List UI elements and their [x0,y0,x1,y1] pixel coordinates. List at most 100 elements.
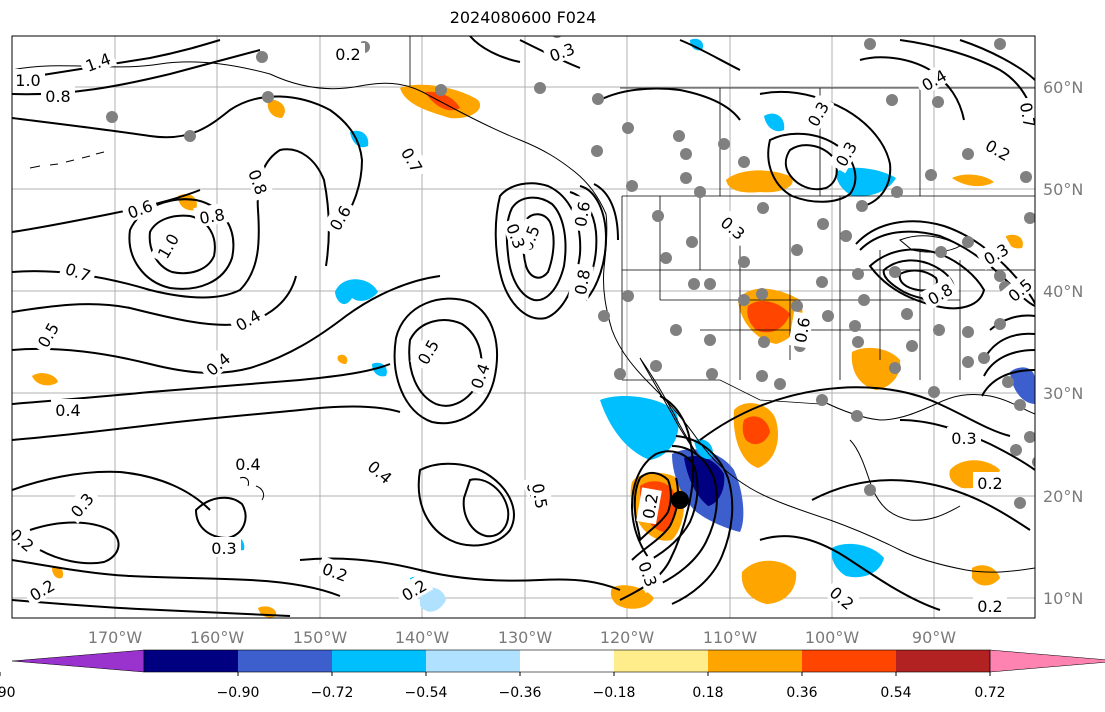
latitude-tick-label: 20°N [1043,487,1083,506]
contour-label: 0.4 [235,455,260,474]
contour-label-bg [149,225,185,266]
contour-label-bg [1016,96,1035,134]
colorbar-segment [708,650,803,672]
station-dot [932,96,944,108]
longitude-tick-label: 170°W [88,628,143,647]
map-title: 2024080600 F024 [449,8,597,27]
station-dot [591,145,603,157]
contour-label-bg [978,131,1019,167]
map-background [12,36,1035,618]
colorbar-tick-label: 0.36 [786,685,817,701]
station-dot [852,268,864,280]
colorbar-extend-high [989,649,1105,673]
contour-label-bg [321,197,357,238]
longitude-tick-label: 120°W [600,628,655,647]
station-dot [856,200,868,212]
station-dot [652,210,664,222]
station-dot [694,186,706,198]
contour-label: 0.2 [335,45,360,64]
colorbar-segment [614,650,709,672]
contour-label-bg [823,578,863,616]
contour-label: 0.8 [198,205,226,228]
positive-anomaly-patch [32,373,58,386]
contour-label-bg [331,43,365,63]
contour-label: 0.2 [977,597,1002,616]
colorbar-tick-label: −0.36 [499,685,542,701]
station-dot [626,180,638,192]
longitude-tick-label: 90°W [912,628,956,647]
contour-label-bg [714,208,754,246]
contour-label-bg [788,311,814,349]
longitude-tick-label: 130°W [498,628,553,647]
station-dot [1024,431,1035,443]
station-dot [891,186,903,198]
negative-anomaly-patch [764,113,785,132]
station-dot [598,310,610,322]
station-dot [994,38,1006,50]
longitude-tick-label: 160°W [190,628,245,647]
station-dot [994,318,1006,330]
positive-anomaly-patch [425,91,460,111]
station-dot [889,266,901,278]
colorbar-tick-label: −0.90 [217,685,260,701]
positive-anomaly-patch [178,193,197,211]
station-dot [592,93,604,105]
station-dot [718,138,730,150]
station-dot [962,356,974,368]
station-dot [670,324,682,336]
colorbar-tick-label: 0.54 [880,685,911,701]
contour-label-bg [568,263,594,301]
negative-anomaly-patch [600,396,679,460]
station-dot [851,410,863,422]
station-dot [660,252,672,264]
station-dot [756,288,768,300]
longitude-axis: 170°W 160°W 150°W 140°W 130°W 120°W 110°W 100°W… [88,628,956,647]
station-dot [622,290,634,302]
contour-label-bg [12,69,45,89]
station-dot [256,51,268,63]
station-dot [1024,212,1035,224]
negative-anomaly-patch [335,279,378,305]
station-dot [889,362,901,374]
contour-label: 0.3 [211,539,236,558]
station-dot [184,130,196,142]
contour-label-bg [501,216,533,256]
contour-label-bg [231,453,265,473]
station-dot [534,82,546,94]
positive-anomaly-patch [851,347,901,390]
contour-label: 0.3 [951,429,976,448]
station-dot [688,278,700,290]
colorbar-segment [144,650,239,672]
colorbar-segment [238,650,333,672]
station-dot [935,246,947,258]
station-dot [704,334,716,346]
station-dot [680,148,692,160]
station-dot [933,324,945,336]
positive-anomaly-patch [337,354,348,364]
negative-anomaly-patch [836,167,896,197]
contour-label-bg [197,344,237,382]
contour-label-bg [361,452,401,490]
contour-label-bg [21,571,62,607]
contour-label-bg [41,85,75,105]
positive-anomaly-patch [610,585,654,609]
contour-label-bg [913,61,954,97]
station-markers [106,36,1035,509]
station-dot [774,378,786,390]
station-dot [622,122,634,134]
positive-anomaly-patch [972,565,1000,586]
contour-label-bg [393,571,434,607]
station-dot [706,368,718,380]
station-dot [1014,399,1026,411]
station-dot [757,202,769,214]
station-dot [925,169,937,181]
contour-label-bg [207,537,241,557]
station-dot [816,276,828,288]
contour-label-bg [636,487,662,525]
station-dot [704,278,716,290]
positive-anomaly-patch [726,170,793,193]
station-dot [1032,456,1035,468]
station-dot [858,294,870,306]
station-dot [817,218,829,230]
